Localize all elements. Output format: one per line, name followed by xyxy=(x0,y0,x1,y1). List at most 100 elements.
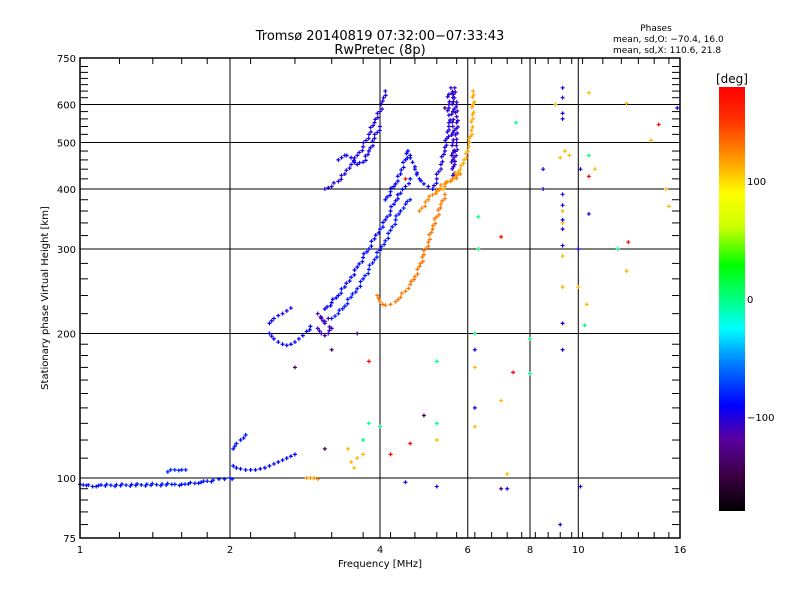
colorbar-tick-labels: 100 0 −100 xyxy=(747,177,774,424)
data-point xyxy=(404,151,409,156)
data-point xyxy=(433,191,438,196)
data-point xyxy=(388,209,393,214)
data-point xyxy=(430,192,435,197)
data-point xyxy=(592,167,597,172)
trace xyxy=(304,476,320,482)
data-point xyxy=(352,465,357,470)
data-point xyxy=(372,236,377,241)
data-point xyxy=(342,171,347,176)
data-point xyxy=(199,480,204,485)
data-point xyxy=(541,167,546,172)
data-point xyxy=(439,182,444,187)
data-point xyxy=(452,107,457,112)
data-point xyxy=(393,181,398,186)
data-point xyxy=(383,89,388,94)
data-point xyxy=(430,187,435,192)
data-point xyxy=(325,304,330,309)
data-point xyxy=(388,212,393,217)
data-point xyxy=(514,120,519,125)
y-tick-label: 300 xyxy=(57,245,76,256)
trace xyxy=(292,106,504,491)
data-point xyxy=(370,139,375,144)
data-point xyxy=(322,306,327,311)
trace xyxy=(375,192,447,308)
data-point xyxy=(398,171,403,176)
data-point xyxy=(446,124,451,129)
data-point xyxy=(449,153,454,158)
data-point xyxy=(464,155,469,160)
data-point xyxy=(441,152,446,157)
data-point xyxy=(288,306,293,311)
data-point xyxy=(408,155,413,160)
data-point xyxy=(449,112,454,117)
data-point xyxy=(471,110,476,115)
data-point xyxy=(455,173,460,178)
data-point xyxy=(378,299,382,304)
data-point xyxy=(424,246,429,251)
data-point xyxy=(280,311,285,316)
data-point xyxy=(403,176,408,181)
data-point xyxy=(361,255,366,260)
data-point xyxy=(401,160,406,165)
data-point xyxy=(267,331,272,336)
data-point xyxy=(329,316,334,321)
data-point xyxy=(442,106,447,111)
data-point xyxy=(368,145,373,150)
data-point xyxy=(179,467,184,472)
data-point xyxy=(177,483,182,488)
data-point xyxy=(403,289,408,294)
data-point xyxy=(450,157,455,162)
data-point xyxy=(345,446,350,451)
data-point xyxy=(230,477,235,482)
data-point xyxy=(339,286,344,291)
data-point xyxy=(382,242,387,247)
data-point xyxy=(430,227,435,232)
data-point xyxy=(364,249,369,254)
data-point xyxy=(576,247,581,252)
data-point xyxy=(86,482,91,487)
data-point xyxy=(441,187,446,192)
data-point xyxy=(269,318,274,323)
data-point xyxy=(421,252,426,257)
data-point xyxy=(262,465,267,470)
trace xyxy=(361,120,620,443)
data-point xyxy=(396,297,401,302)
data-point xyxy=(376,296,381,301)
data-point xyxy=(139,482,144,487)
data-point xyxy=(353,290,358,295)
data-point xyxy=(421,413,426,418)
data-point xyxy=(385,195,390,200)
data-point xyxy=(476,247,481,252)
stats-x-mode: mean, sd,X: 110.6, 21.8 xyxy=(613,46,721,56)
data-point xyxy=(388,189,393,194)
data-point xyxy=(393,198,398,203)
data-point xyxy=(357,150,362,155)
data-point xyxy=(458,167,463,172)
data-point xyxy=(271,316,276,321)
data-point xyxy=(378,124,382,129)
data-point xyxy=(450,150,455,155)
data-point xyxy=(560,243,565,248)
data-point xyxy=(398,209,403,214)
trace xyxy=(403,85,680,527)
data-point xyxy=(389,204,394,209)
data-point xyxy=(372,120,377,125)
data-point xyxy=(347,166,352,171)
data-point xyxy=(471,102,476,107)
data-point xyxy=(450,102,455,107)
data-point xyxy=(567,153,572,158)
data-point xyxy=(394,213,399,218)
data-point xyxy=(453,132,458,137)
y-tick-label: 500 xyxy=(57,139,76,150)
data-point xyxy=(421,181,426,186)
data-point xyxy=(440,198,445,203)
data-point xyxy=(434,484,439,489)
data-point xyxy=(288,454,293,459)
data-point xyxy=(434,421,439,426)
data-point xyxy=(449,160,454,165)
data-point xyxy=(374,250,379,255)
trace xyxy=(231,452,297,472)
trace xyxy=(383,149,435,202)
data-point xyxy=(135,481,140,486)
x-tick-label: 4 xyxy=(377,545,383,556)
